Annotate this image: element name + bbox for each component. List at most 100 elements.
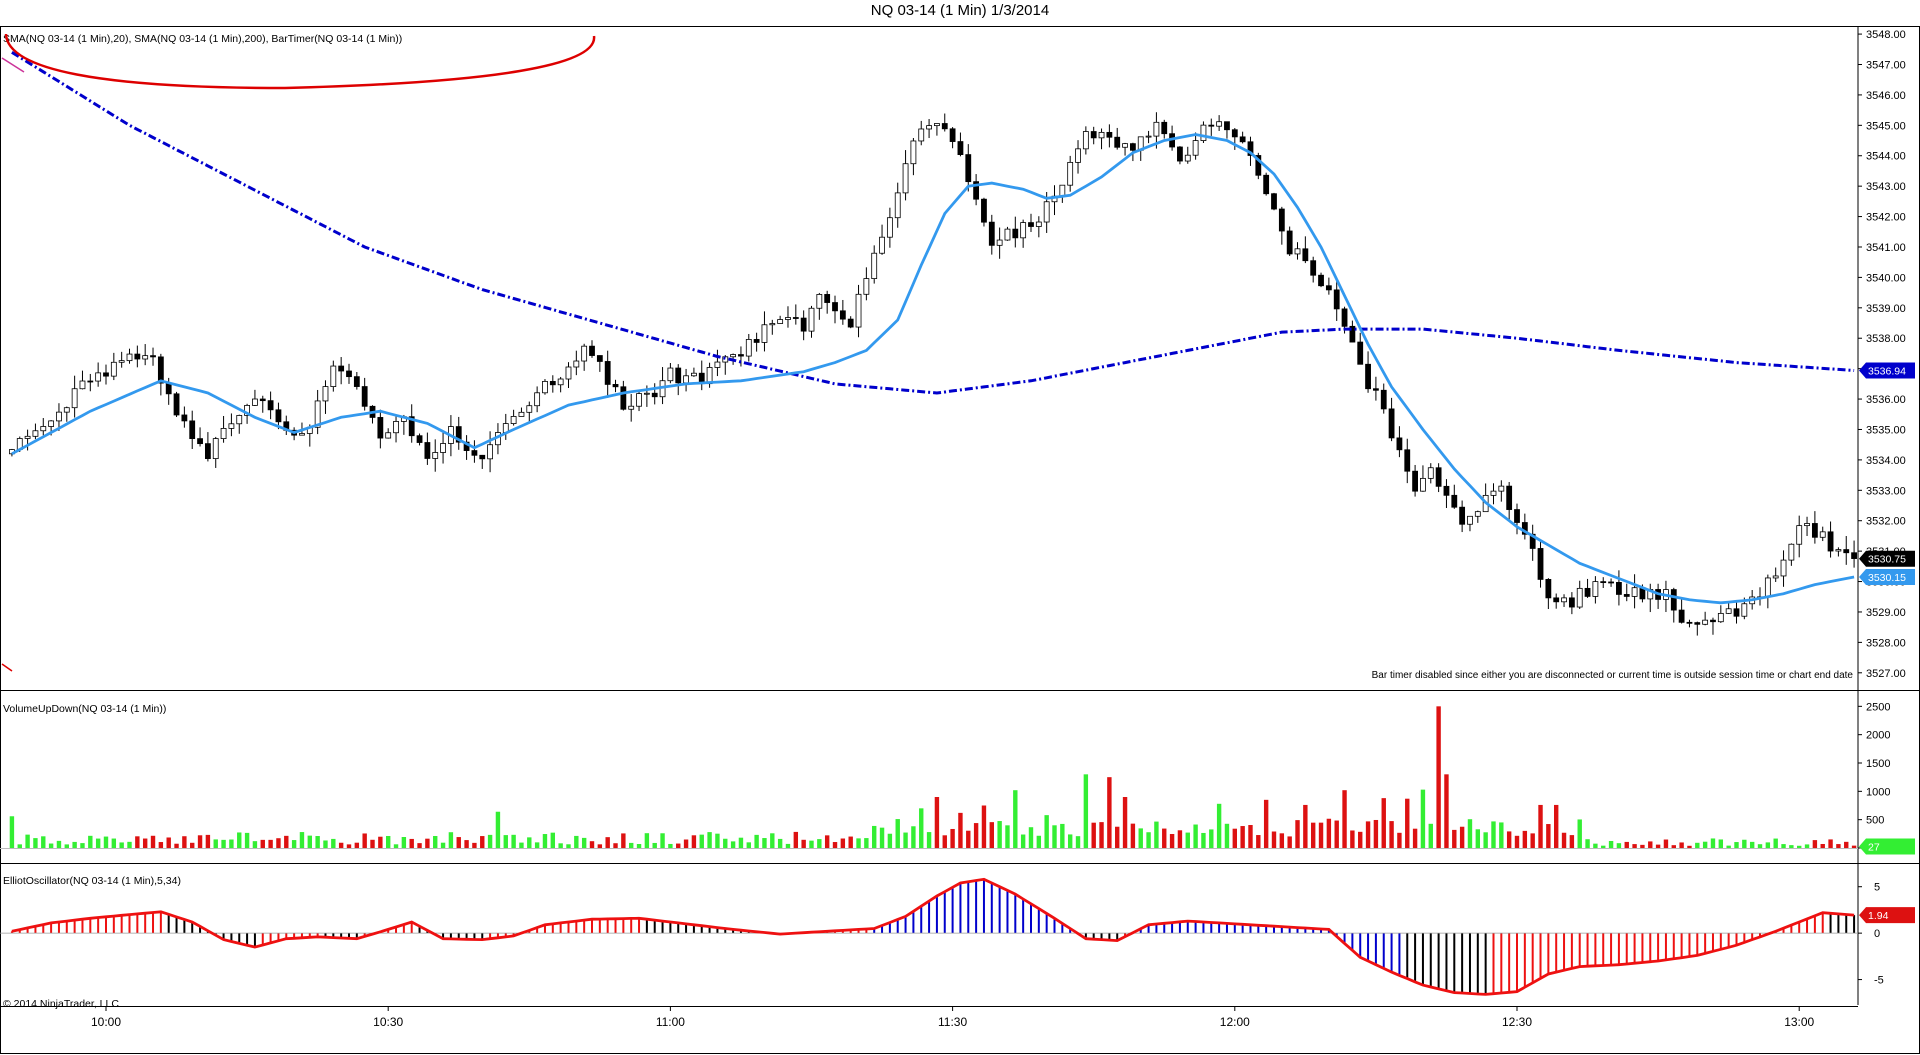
volume-bar: [840, 838, 846, 848]
volume-bar: [1530, 833, 1535, 848]
volume-bar: [958, 812, 963, 848]
volume-bar: [166, 837, 171, 848]
candle-body: [628, 405, 635, 410]
volume-bar: [229, 839, 234, 848]
candle-body: [1380, 389, 1387, 410]
volume-bar: [574, 835, 579, 848]
volume-bar: [1248, 825, 1253, 848]
candle-body: [150, 355, 156, 358]
volume-bar: [636, 844, 642, 848]
volume-bar: [448, 832, 454, 848]
volume-bar: [668, 843, 673, 848]
candle-body: [761, 324, 768, 343]
volume-bar: [613, 843, 618, 848]
volume-bar: [417, 843, 422, 848]
candle-body: [322, 386, 329, 402]
candle-body: [361, 386, 368, 407]
candle-body: [346, 370, 352, 378]
volume-bar: [111, 838, 117, 848]
volume-bar: [1726, 845, 1731, 848]
volume-bar: [41, 836, 46, 848]
volume-value-marker-shape: [1859, 838, 1915, 855]
volume-bar: [260, 839, 265, 848]
candle-body: [487, 444, 493, 460]
candle-body: [1561, 597, 1567, 603]
volume-bar: [856, 838, 861, 848]
volume-bar: [730, 841, 736, 848]
annotation-stroke-bottom: [1, 663, 13, 672]
volume-bar: [1546, 824, 1551, 848]
candle-body: [1278, 208, 1285, 232]
volume-bar: [1820, 843, 1825, 848]
candle-body: [651, 392, 658, 398]
candle-body: [1145, 135, 1152, 138]
volume-bar: [660, 833, 665, 848]
candle-body: [981, 198, 987, 223]
volume-bar: [276, 838, 281, 848]
volume-bar: [1060, 823, 1065, 848]
candle-body: [785, 317, 791, 320]
candle-body: [455, 426, 462, 443]
candle-body: [1811, 523, 1818, 538]
volume-bar: [801, 839, 806, 848]
price-tick-label: 3545.00: [1866, 120, 1906, 132]
volume-bar: [895, 819, 900, 848]
candle-body: [103, 372, 109, 377]
price-tick-label: 3541.00: [1866, 242, 1906, 254]
candle-body: [1545, 579, 1552, 599]
volume-tick-label: 500: [1866, 815, 1884, 827]
candle-body: [1796, 525, 1803, 545]
volume-bar: [534, 842, 540, 848]
candle-body: [1568, 597, 1575, 608]
candle-body: [871, 252, 878, 279]
volume-bar: [1271, 831, 1277, 848]
volume-bar: [793, 831, 799, 848]
volume-bar: [1358, 831, 1363, 848]
volume-bar: [1397, 832, 1402, 848]
candle-body: [636, 393, 642, 407]
volume-bar: [1169, 834, 1175, 848]
volume-bar: [268, 839, 273, 848]
candle-body: [691, 372, 697, 377]
volume-bar: [1655, 844, 1661, 848]
volume-bar: [950, 828, 955, 848]
volume-bar: [605, 837, 610, 848]
candle-body: [1106, 131, 1113, 138]
volume-bar: [1640, 844, 1645, 848]
volume-bar: [1005, 825, 1010, 848]
candle-body: [1090, 131, 1097, 139]
volume-bar: [205, 834, 211, 848]
last-price-marker-label: 3530.75: [1868, 554, 1906, 566]
volume-bar: [1491, 821, 1496, 848]
volume-bar: [817, 839, 822, 848]
candle-body: [808, 307, 815, 332]
oscillator-pane-label: ElliotOscillator(NQ 03-14 (1 Min),5,34): [3, 875, 181, 887]
volume-bar: [1601, 845, 1606, 848]
candle-body: [1592, 581, 1599, 597]
candle-body: [1553, 597, 1560, 603]
volume-bar: [1522, 830, 1528, 848]
volume-bar: [1107, 777, 1112, 848]
price-tick-label: 3542.00: [1866, 212, 1906, 224]
volume-bar: [934, 797, 940, 848]
candle-body: [1114, 136, 1121, 148]
volume-bar: [1232, 828, 1238, 848]
volume-bar: [887, 833, 893, 848]
candle-body: [1490, 490, 1497, 496]
volume-bar: [1514, 835, 1520, 848]
candle-body: [1772, 575, 1779, 579]
volume-bar: [487, 834, 493, 848]
candle-body: [526, 405, 533, 413]
candle-body: [56, 411, 62, 422]
volume-bar: [1789, 845, 1794, 848]
volume-bar: [1240, 826, 1245, 848]
volume-bar: [581, 837, 587, 848]
candle-body: [534, 392, 541, 407]
candle-body: [1247, 141, 1254, 156]
volume-bar: [981, 805, 987, 848]
candle-body: [518, 411, 525, 417]
volume-bar: [1499, 822, 1504, 848]
volume-bar: [1209, 829, 1214, 848]
candle-body: [314, 400, 321, 428]
